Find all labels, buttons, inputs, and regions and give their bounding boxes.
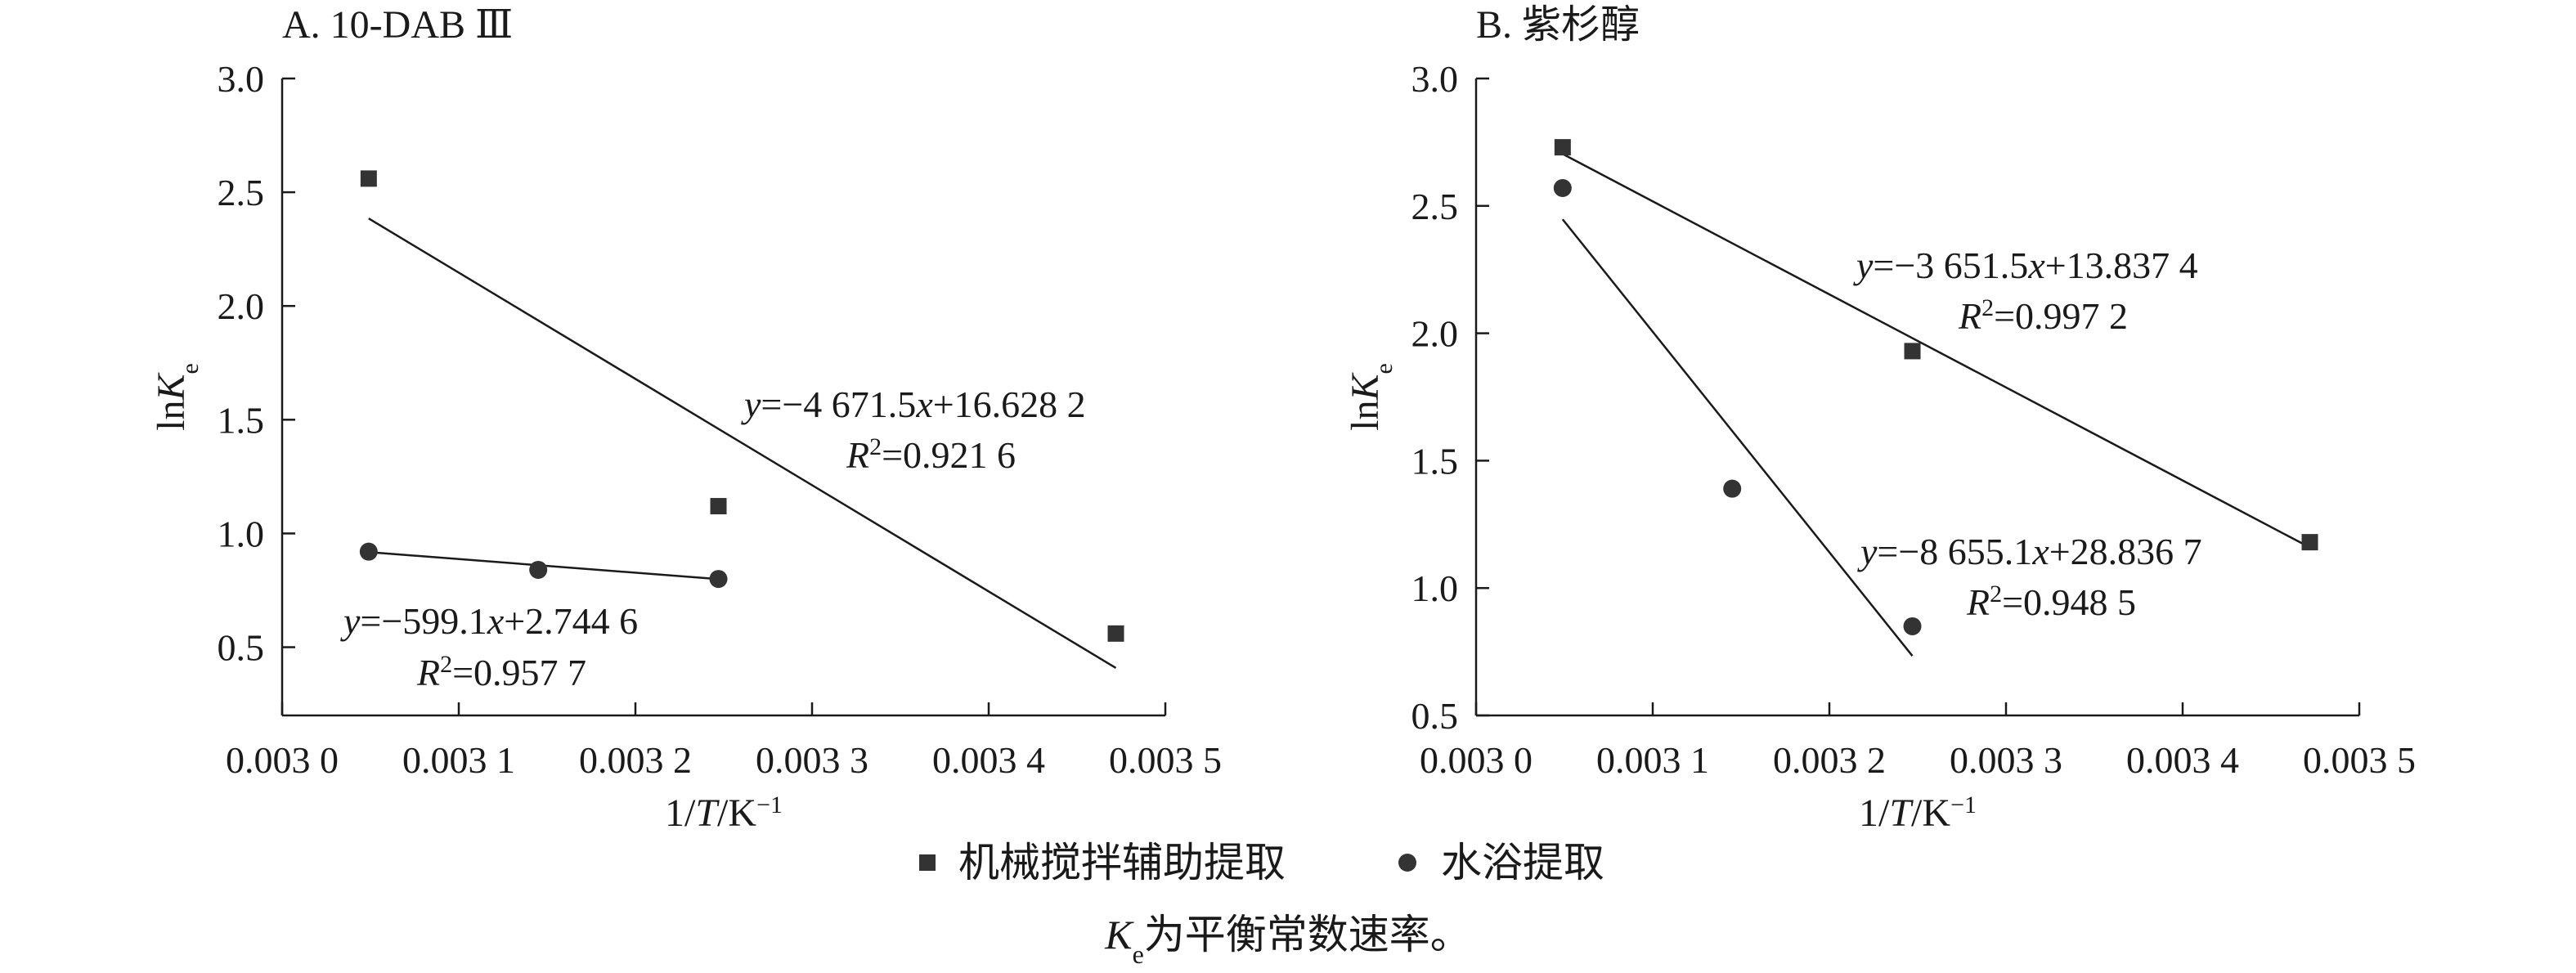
- fit-equation: y=−599.1x+2.744 6: [340, 600, 638, 642]
- fit-line: [368, 217, 1117, 669]
- data-point-circle: [1903, 617, 1922, 635]
- data-point-circle: [529, 560, 548, 579]
- fit-r-squared: R2=0.997 2: [1958, 294, 2128, 338]
- x-tick-label: 0.003 2: [579, 739, 692, 781]
- y-tick-label: 2.5: [1411, 186, 1459, 227]
- data-point-square: [1554, 139, 1571, 156]
- y-tick-label: 3.0: [1411, 58, 1459, 100]
- fit-r-squared: R2=0.921 6: [846, 433, 1016, 477]
- panel-title: B. 紫杉醇: [1476, 3, 1640, 47]
- y-tick-label: 1.5: [218, 399, 265, 441]
- data-point-circle: [709, 570, 728, 589]
- fit-r-squared: R2=0.957 7: [416, 651, 586, 694]
- x-tick-label: 0.003 0: [226, 739, 339, 781]
- fit-line: [1561, 218, 1914, 657]
- y-tick-label: 2.0: [218, 285, 265, 327]
- y-tick-label: 3.0: [218, 58, 265, 100]
- x-tick-label: 0.003 5: [1109, 739, 1222, 781]
- x-tick-label: 0.003 3: [1950, 739, 2062, 781]
- data-point-circle: [359, 542, 378, 561]
- panel-title: A. 10-DAB Ⅲ: [282, 3, 513, 47]
- legend-label: 水浴提取: [1441, 840, 1604, 886]
- y-tick-label: 1.0: [218, 513, 265, 554]
- legend-marker-circle: [1398, 854, 1416, 872]
- x-tick-label: 0.003 4: [932, 739, 1045, 781]
- fit-equation: y=−3 651.5x+13.837 4: [1853, 244, 2198, 286]
- series-water-bath: y=−8 655.1x+28.836 7 R2=0.948 5: [1553, 178, 2202, 657]
- x-tick-label: 0.003 3: [756, 739, 868, 781]
- y-tick-label: 0.5: [1411, 695, 1459, 737]
- data-point-square: [2301, 534, 2318, 551]
- series-mechanical-stirring: y=−3 651.5x+13.837 4 R2=0.997 2: [1554, 139, 2318, 551]
- legend-label: 机械搅拌辅助提取: [958, 840, 1286, 886]
- data-point-square: [710, 498, 727, 515]
- x-tick-label: 0.003 1: [402, 739, 515, 781]
- data-point-square: [1107, 625, 1124, 642]
- data-point-circle: [1723, 479, 1742, 498]
- x-tick-label: 0.003 1: [1596, 739, 1709, 781]
- y-axis-label: lnKe: [150, 363, 204, 431]
- data-point-circle: [1553, 178, 1572, 197]
- figure-caption: Ke为平衡常数速率。: [1104, 912, 1471, 969]
- fit-line: [1562, 153, 2311, 549]
- series-mechanical-stirring: y=−4 671.5x+16.628 2 R2=0.921 6: [360, 170, 1124, 669]
- legend: 机械搅拌辅助提取 水浴提取: [919, 840, 1604, 886]
- y-tick-label: 0.5: [218, 627, 265, 669]
- panel-a: A. 10-DAB Ⅲ 0.5 1.0 1.5 2.0 2.5 3.0 0.003 0 0.00…: [150, 3, 1222, 835]
- x-tick-label: 0.003 2: [1773, 739, 1886, 781]
- x-tick-label: 0.003 0: [1420, 739, 1533, 781]
- x-axis-label: 1/T/K−1: [1859, 791, 1977, 836]
- fit-equation: y=−8 655.1x+28.836 7: [1857, 531, 2202, 572]
- x-tick-label: 0.003 4: [2126, 739, 2239, 781]
- x-axis-label: 1/T/K−1: [665, 791, 783, 836]
- fit-r-squared: R2=0.948 5: [1966, 581, 2136, 624]
- y-tick-label: 2.5: [218, 172, 265, 213]
- series-water-bath: y=−599.1x+2.744 6 R2=0.957 7: [340, 542, 728, 694]
- data-point-square: [360, 170, 377, 187]
- y-tick-label: 2.0: [1411, 313, 1459, 355]
- legend-marker-square: [919, 854, 936, 871]
- data-point-square: [1904, 343, 1921, 360]
- fit-equation: y=−4 671.5x+16.628 2: [741, 383, 1086, 425]
- x-tick-label: 0.003 5: [2303, 739, 2416, 781]
- y-tick-label: 1.5: [1411, 440, 1459, 482]
- panel-b: B. 紫杉醇 0.5 1.0 1.5 2.0 2.5 3.0 0.003 0 0.003 1 0.…: [1344, 3, 2416, 835]
- y-axis-label: lnKe: [1344, 363, 1398, 431]
- y-tick-label: 1.0: [1411, 567, 1459, 609]
